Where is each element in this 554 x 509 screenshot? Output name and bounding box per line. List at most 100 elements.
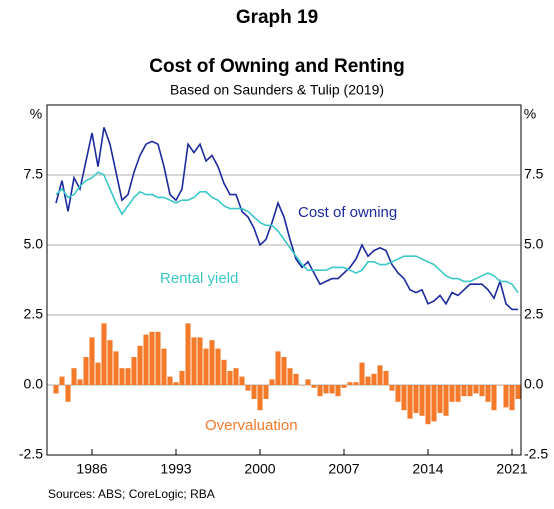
bar [161, 348, 167, 385]
bar [479, 385, 485, 397]
bar [299, 385, 305, 386]
bar [131, 357, 137, 385]
line [55, 127, 518, 311]
bar [77, 379, 83, 385]
bar [269, 379, 275, 385]
bar [191, 337, 197, 385]
y-unit-right: % [524, 106, 536, 122]
bar [389, 385, 395, 391]
bar [485, 385, 491, 402]
bar [509, 385, 515, 411]
bar [407, 385, 413, 419]
bar [329, 385, 335, 394]
y-unit-left: % [30, 106, 42, 122]
bar [347, 382, 353, 385]
y-tick-label: 5.0 [24, 236, 44, 252]
bar [449, 385, 455, 402]
bar [341, 385, 347, 388]
line [55, 171, 519, 294]
x-tick-label: 1986 [76, 461, 107, 477]
x-tick-label: 2000 [244, 461, 275, 477]
y-tick-label-right: 7.5 [524, 166, 544, 182]
bar [149, 331, 155, 385]
bar [71, 368, 77, 385]
bar [293, 373, 299, 385]
bar [515, 385, 521, 399]
bar [215, 348, 221, 385]
bar [497, 385, 503, 386]
bar [431, 385, 437, 422]
legend-label: Rental yield [160, 270, 238, 287]
bar [473, 385, 479, 394]
bar [395, 385, 401, 402]
bar [59, 376, 65, 385]
bar [179, 371, 185, 385]
bar [257, 385, 263, 411]
bar [437, 385, 443, 413]
y-tick-label: 0.0 [24, 376, 44, 392]
bar [65, 385, 71, 402]
y-tick-label: 2.5 [24, 306, 44, 322]
bar [251, 385, 257, 399]
y-tick-label: 7.5 [24, 166, 44, 182]
bar [203, 348, 209, 385]
bar [317, 385, 323, 397]
bar [425, 385, 431, 425]
y-tick-label-right: 5.0 [524, 236, 544, 252]
bar [401, 385, 407, 411]
chart-note: Based on Saunders & Tulip (2019) [170, 82, 384, 98]
x-tick-label: 1993 [160, 461, 191, 477]
bar [377, 365, 383, 385]
bar [185, 323, 191, 385]
bar [281, 357, 287, 385]
bar [143, 334, 149, 385]
bar [365, 376, 371, 385]
bar [353, 382, 359, 385]
chart-subtitle: Cost of Owning and Renting [149, 56, 404, 77]
y-tick-label-right: 2.5 [524, 306, 544, 322]
legend-label: Overvaluation [205, 417, 298, 434]
bar [107, 340, 113, 385]
bar [323, 385, 329, 394]
bar [101, 323, 107, 385]
bar [413, 385, 419, 413]
x-tick-label: 2007 [328, 461, 359, 477]
y-tick-label-right: 0.0 [524, 376, 544, 392]
bar [89, 337, 95, 385]
bar [155, 331, 161, 385]
bar [167, 376, 173, 385]
bar [467, 385, 473, 397]
y-tick-label: -2.5 [19, 446, 43, 462]
bar [263, 385, 269, 399]
bar [125, 368, 131, 385]
bar [227, 371, 233, 385]
bar [371, 373, 377, 385]
bar [173, 382, 179, 385]
bar [209, 340, 215, 385]
bar [53, 385, 59, 394]
bar [503, 385, 509, 408]
bar [311, 385, 317, 388]
bar [287, 368, 293, 385]
bar [335, 385, 341, 397]
y-tick-label-right: -2.5 [524, 446, 548, 462]
bar [83, 357, 89, 385]
bar [461, 385, 467, 397]
bar [113, 351, 119, 385]
bar [455, 385, 461, 402]
bar [491, 385, 497, 411]
bar [245, 385, 251, 391]
bar [419, 385, 425, 416]
bar [221, 359, 227, 385]
plot-frame [46, 104, 522, 456]
bar [233, 368, 239, 385]
bar [119, 368, 125, 385]
bar [197, 337, 203, 385]
bar [137, 345, 143, 385]
bar [383, 371, 389, 385]
bar [443, 385, 449, 416]
x-tick-label: 2021 [496, 461, 527, 477]
bar [305, 379, 311, 385]
chart-title: Graph 19 [236, 7, 318, 28]
